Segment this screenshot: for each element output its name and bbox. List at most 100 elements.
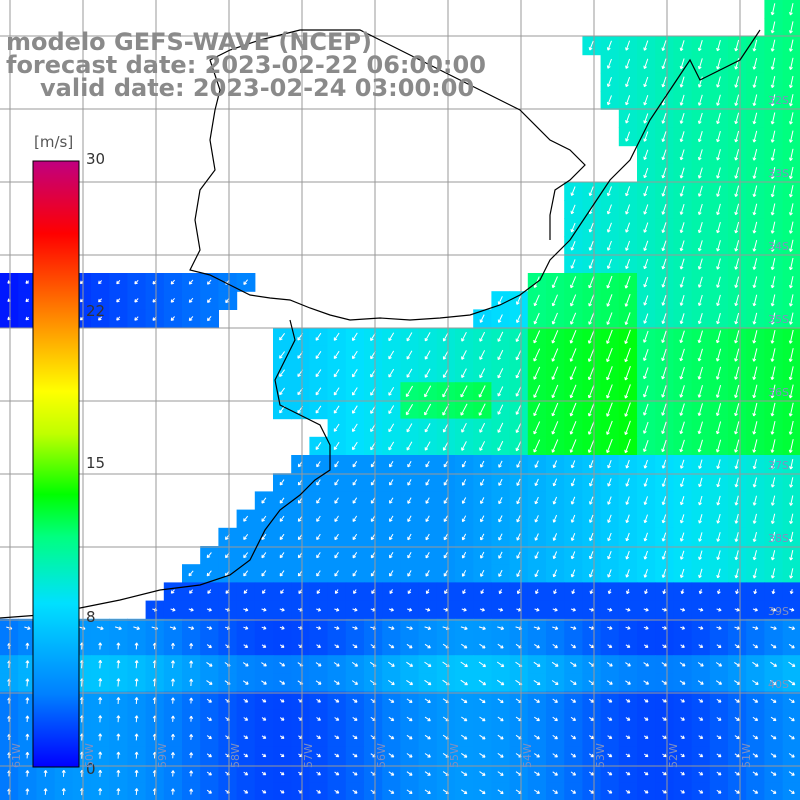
wind-arrow <box>479 422 486 433</box>
wind-arrow <box>552 643 558 649</box>
wind-arrow <box>607 789 613 794</box>
wind-arrow <box>588 240 594 251</box>
wind-arrow <box>589 607 595 612</box>
wind-arrow <box>406 698 413 703</box>
wind-arrow <box>752 312 758 325</box>
wind-arrow <box>606 275 613 289</box>
wind-arrow <box>461 734 468 740</box>
wind-arrow <box>461 460 467 468</box>
wind-arrow <box>479 607 485 612</box>
wind-arrow <box>388 734 395 740</box>
wind-arrow <box>352 479 358 486</box>
wind-arrow <box>425 479 430 486</box>
wind-arrow <box>569 439 577 453</box>
wind-arrow <box>461 331 467 342</box>
latitude-label: 35S <box>768 313 789 326</box>
wind-arrow <box>261 662 267 667</box>
wind-arrow <box>589 569 594 578</box>
wind-arrow <box>588 259 594 269</box>
wind-arrow <box>533 330 541 344</box>
wind-arrow <box>188 279 194 285</box>
wind-arrow <box>643 698 649 703</box>
wind-arrow <box>679 366 685 380</box>
wind-arrow <box>551 439 559 453</box>
wind-arrow <box>643 186 649 197</box>
wind-arrow <box>734 384 740 398</box>
wind-arrow <box>643 607 649 612</box>
wind-arrow <box>479 734 486 740</box>
wind-arrow <box>789 531 794 543</box>
wind-arrow <box>607 532 612 542</box>
wind-arrow <box>188 297 194 303</box>
wind-arrow <box>716 185 721 197</box>
wind-arrow <box>279 753 285 758</box>
colorbar-tick: 0 <box>86 760 96 778</box>
wind-arrow <box>351 661 359 667</box>
wind-arrow <box>279 735 285 739</box>
wind-arrow <box>134 660 139 669</box>
wind-arrow <box>643 149 649 160</box>
wind-arrow <box>643 459 648 469</box>
wind-arrow <box>643 625 649 630</box>
wind-arrow <box>243 279 248 285</box>
wind-arrow <box>716 221 721 234</box>
wind-arrow <box>661 185 667 197</box>
wind-arrow <box>334 461 339 468</box>
wind-arrow <box>515 349 522 361</box>
wind-arrow <box>716 717 722 721</box>
wind-arrow <box>679 385 685 398</box>
wind-arrow <box>406 753 413 758</box>
wind-arrow <box>96 626 104 631</box>
wind-arrow <box>643 330 649 343</box>
wind-arrow <box>243 735 249 739</box>
wind-arrow <box>279 533 285 541</box>
wind-arrow <box>716 94 721 106</box>
wind-arrow <box>498 589 503 595</box>
wind-arrow <box>752 753 759 758</box>
wind-arrow <box>588 40 594 51</box>
wind-arrow <box>643 440 649 452</box>
wind-arrow <box>734 276 740 288</box>
wind-arrow <box>134 715 139 723</box>
wind-arrow <box>734 771 740 776</box>
wind-arrow <box>752 607 758 612</box>
latitude-label: 32S <box>768 94 789 107</box>
wind-arrow <box>388 679 395 686</box>
wind-arrow <box>461 350 467 360</box>
wind-arrow <box>279 387 286 396</box>
wind-arrow <box>406 423 413 433</box>
wind-arrow <box>661 204 667 215</box>
wind-arrow <box>116 715 121 723</box>
wind-arrow <box>679 167 685 179</box>
wind-arrow <box>697 222 703 234</box>
wind-arrow <box>134 788 139 796</box>
wind-arrow <box>370 570 376 577</box>
wind-arrow <box>625 626 631 630</box>
wind-arrow <box>606 186 612 197</box>
wind-arrow <box>661 403 667 416</box>
wind-arrow <box>625 113 631 124</box>
wind-arrow <box>770 698 777 703</box>
wind-arrow <box>406 661 414 667</box>
wind-arrow <box>752 661 759 667</box>
wind-arrow <box>516 295 522 305</box>
wind-arrow <box>680 735 685 739</box>
wind-arrow <box>116 642 121 650</box>
wind-arrow <box>570 294 577 307</box>
wind-arrow <box>624 347 631 363</box>
wind-arrow <box>643 95 649 106</box>
wind-arrow <box>661 330 667 343</box>
wind-arrow <box>134 316 139 321</box>
wind-arrow <box>734 94 740 106</box>
wind-arrow <box>770 257 776 271</box>
wind-arrow <box>606 204 612 215</box>
wind-arrow <box>697 330 703 344</box>
wind-arrow <box>352 552 358 559</box>
wind-arrow <box>25 715 30 723</box>
wind-arrow <box>461 479 467 486</box>
wind-arrow <box>461 607 467 612</box>
wind-arrow <box>370 479 376 486</box>
wind-arrow <box>407 551 412 559</box>
wind-arrow <box>717 589 721 595</box>
wind-arrow <box>752 167 758 179</box>
